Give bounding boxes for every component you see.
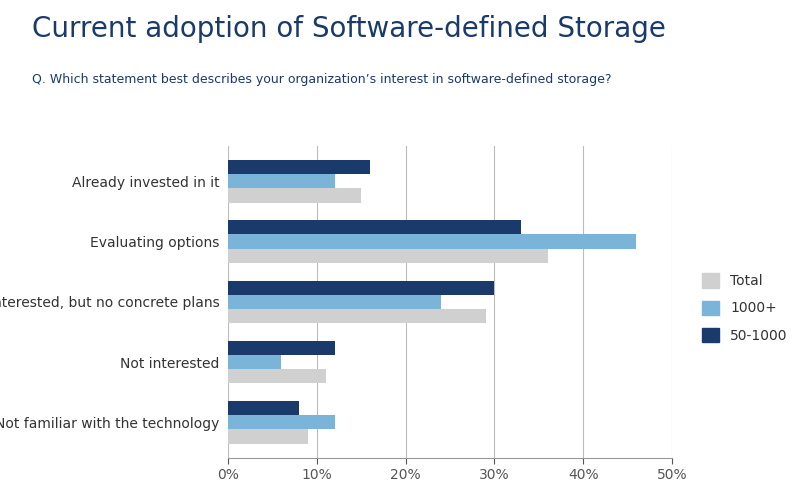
- Bar: [228, 355, 282, 369]
- Bar: [228, 160, 370, 174]
- Bar: [228, 281, 494, 295]
- Bar: [228, 430, 308, 444]
- Bar: [228, 341, 334, 355]
- Text: Current adoption of Software-defined Storage: Current adoption of Software-defined Sto…: [32, 15, 666, 43]
- Bar: [228, 248, 548, 263]
- Bar: [228, 369, 326, 383]
- Bar: [228, 401, 299, 415]
- Bar: [228, 189, 362, 203]
- Bar: [228, 174, 334, 189]
- Legend: Total, 1000+, 50-1000: Total, 1000+, 50-1000: [697, 268, 793, 348]
- Bar: [228, 415, 334, 430]
- Bar: [228, 234, 637, 248]
- Bar: [228, 295, 441, 309]
- Text: Q. Which statement best describes your organization’s interest in software-defin: Q. Which statement best describes your o…: [32, 73, 611, 86]
- Bar: [228, 220, 521, 234]
- Bar: [228, 309, 486, 323]
